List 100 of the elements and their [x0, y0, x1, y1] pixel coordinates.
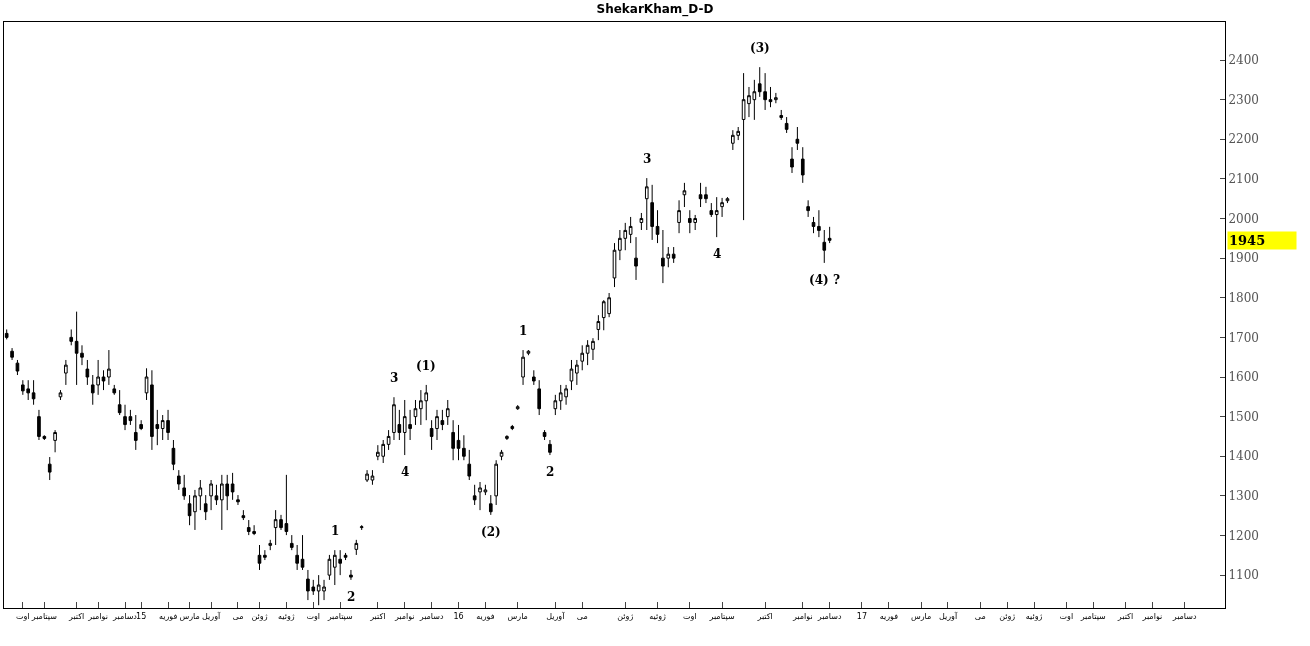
candlestick [827, 226, 832, 244]
candlestick [31, 379, 36, 406]
x-tick-label: نوامبر [87, 611, 108, 621]
x-tick-label: نوامبر [791, 611, 813, 621]
annotation: 2 [347, 590, 356, 604]
candlestick [456, 424, 461, 461]
candlestick [515, 404, 520, 411]
candlestick [644, 177, 649, 231]
candlestick [510, 424, 515, 431]
annotation: 4 [401, 465, 410, 479]
candlestick [203, 494, 208, 521]
candlestick [671, 246, 676, 264]
candlestick [521, 349, 525, 386]
candlestick [451, 419, 455, 461]
candlestick [532, 369, 536, 386]
annotation: 2 [546, 465, 555, 479]
x-tick-label: آوریل [546, 610, 566, 621]
candlestick [817, 209, 821, 238]
candlestick [112, 384, 117, 396]
x-tick-label: آوریل [201, 610, 221, 621]
x-tick-label: اوت [1059, 611, 1074, 621]
y-tick-label: 1400 [1228, 449, 1259, 464]
annotation: 1 [331, 524, 340, 538]
y-tick-label: 2200 [1228, 132, 1259, 147]
candlestick [257, 544, 262, 571]
candlestick [64, 359, 68, 386]
candlestick [47, 456, 52, 481]
candlestick [15, 359, 20, 376]
candlestick [85, 359, 90, 386]
candlestick [230, 472, 235, 501]
x-tick-label: فوریه [476, 611, 495, 621]
x-tick-label: می [576, 611, 588, 621]
y-tick-label: 1800 [1228, 290, 1259, 305]
candlestick [472, 484, 477, 506]
text: 1945 [1229, 233, 1266, 248]
x-tick-label: اوت [16, 611, 30, 621]
y-tick-label: 1100 [1228, 568, 1259, 583]
candlestick [639, 212, 644, 231]
candlestick [467, 449, 472, 481]
candlestick [784, 116, 789, 134]
x-tick-label: دسامبر [1171, 611, 1197, 621]
candlestick [171, 439, 176, 471]
candlestick [575, 359, 579, 386]
candlestick [612, 242, 617, 288]
candlestick [569, 359, 574, 391]
y-tick-label: 1600 [1228, 370, 1259, 385]
candlestick [800, 146, 805, 184]
candlestick [488, 494, 493, 516]
candlestick [214, 484, 219, 506]
x-tick-label: سپتامبر [708, 611, 735, 621]
candlestick [386, 429, 391, 451]
x-tick-label: سپتامبر [1079, 611, 1107, 621]
candlestick [822, 229, 827, 264]
candlestick [628, 216, 633, 244]
candlestick [811, 216, 816, 234]
candlestick [107, 349, 111, 386]
candlestick [677, 199, 681, 234]
candlestick [236, 494, 240, 506]
annotation: 3 [643, 152, 652, 166]
candlestick [69, 328, 74, 346]
candlestick [774, 92, 778, 104]
candlestick [10, 347, 14, 361]
x-tick-label: اوت [306, 611, 321, 621]
x-tick-label: 17 [856, 611, 868, 621]
x-tick-label: مارس [910, 611, 932, 621]
y-tick-label: 1200 [1228, 528, 1259, 543]
x-tick-label: ژوئن [999, 611, 1016, 621]
candlestick [553, 394, 558, 416]
candlestick [596, 314, 601, 341]
candlestick [176, 469, 181, 491]
candlestick [263, 549, 267, 561]
candlestick [542, 429, 547, 441]
candlestick [768, 86, 773, 108]
candlestick [53, 429, 57, 453]
candlestick [795, 126, 800, 151]
candlestick [289, 534, 294, 551]
candlestick [505, 434, 509, 441]
x-tick-label: نوامبر [393, 611, 415, 621]
x-tick-label: مارس [179, 611, 200, 621]
candlestick [268, 539, 273, 551]
candlestick [462, 434, 466, 461]
candlestick [526, 349, 531, 356]
candlestick [209, 479, 213, 511]
x-tick-label: فوریه [879, 611, 899, 621]
x-tick-label: سپتامبر [326, 611, 354, 621]
annotation: 1 [519, 324, 528, 338]
x-tick-label: دسامبر [112, 611, 138, 621]
candlestick [349, 569, 353, 581]
x-tick-label: ژوئیه [649, 611, 666, 621]
y-tick-label: 2000 [1228, 211, 1259, 226]
candlestick [343, 552, 348, 561]
y-tick-label: 1900 [1228, 251, 1259, 266]
candlestick [445, 399, 450, 426]
candlestick [58, 389, 63, 401]
annotation: 4 [713, 247, 722, 261]
candlestick [790, 146, 794, 174]
chart-title: ShekarKham_D-D [596, 1, 714, 17]
x-tick-label: اکتبر [1116, 611, 1134, 621]
x-tick-label: آوریل [938, 610, 958, 621]
y-tick-label: 2300 [1228, 92, 1259, 107]
